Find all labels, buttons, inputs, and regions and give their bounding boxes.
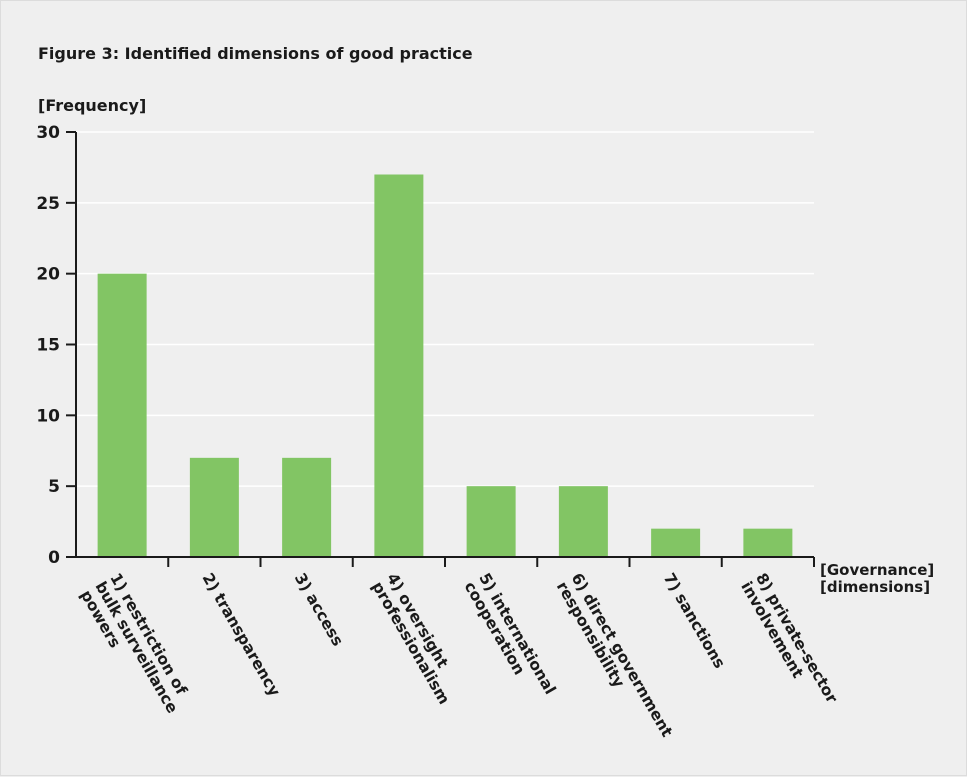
chart-title: Figure 3: Identified dimensions of good … xyxy=(38,44,473,63)
bar xyxy=(743,528,793,557)
y-tick-label: 25 xyxy=(36,194,60,214)
y-tick-label: 20 xyxy=(36,265,60,285)
bar xyxy=(558,486,608,557)
bar xyxy=(466,486,516,557)
x-tick-label: 2) transparency xyxy=(199,570,284,699)
bar xyxy=(374,174,424,557)
x-tick-label: 7) sanctions xyxy=(660,570,729,672)
x-tick-label-line: 3) access xyxy=(291,570,347,649)
x-tick-label-line: 2) transparency xyxy=(199,570,284,699)
y-tick-label: 30 xyxy=(36,123,60,143)
y-tick-label: 10 xyxy=(36,406,60,426)
y-tick-labels: 0 5 10 15 20 25 30 xyxy=(36,123,60,568)
axes xyxy=(66,131,815,567)
y-axis-label: [Frequency] xyxy=(38,96,146,115)
bar xyxy=(651,528,701,557)
bar xyxy=(97,273,147,557)
x-tick-label-line: 6) direct government xyxy=(568,570,677,741)
x-axis-label: [Governance] [dimensions] xyxy=(820,561,934,596)
bars xyxy=(97,174,793,557)
x-tick-label: 3) access xyxy=(291,570,347,649)
x-tick-label-line: 7) sanctions xyxy=(660,570,729,672)
y-tick-label: 5 xyxy=(48,477,60,497)
x-axis-label-line-2: [dimensions] xyxy=(820,578,930,596)
y-tick-label: 0 xyxy=(48,548,60,568)
bar xyxy=(282,457,332,557)
gridlines xyxy=(76,131,814,487)
bar xyxy=(189,457,239,557)
x-axis-label-line-1: [Governance] xyxy=(820,561,934,579)
y-tick-label: 15 xyxy=(36,336,60,356)
